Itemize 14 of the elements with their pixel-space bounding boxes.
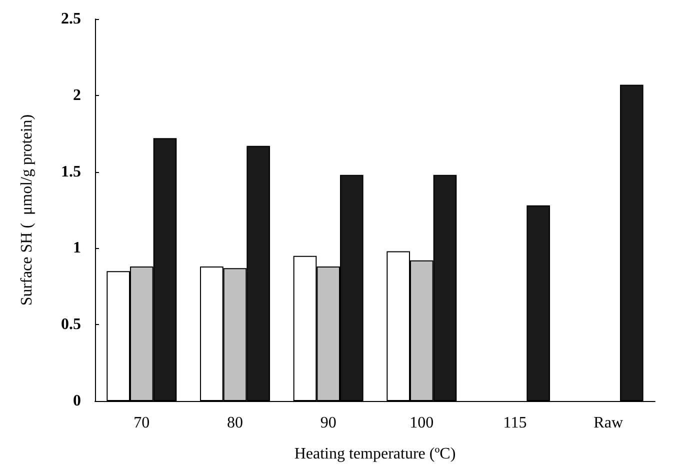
x-tick-label: 90 — [320, 414, 336, 432]
y-tick-label: 0.5 — [61, 316, 81, 334]
y-tick-label: 1.5 — [61, 163, 81, 180]
x-tick-label: 115 — [503, 414, 527, 432]
x-axis-title: Heating temperature (ºC) — [294, 446, 456, 462]
y-tick-label: 1 — [73, 240, 81, 257]
y-tick-label: 2.5 — [61, 10, 81, 28]
x-tick-label: 70 — [134, 414, 150, 432]
y-tick-label: 0 — [73, 392, 81, 410]
x-tick-label: Raw — [594, 414, 624, 432]
y-axis-title: Surface SH ( μmol/g protein) — [18, 114, 36, 306]
x-tick-label: 100 — [410, 414, 434, 432]
x-tick-label: 80 — [227, 414, 243, 432]
y-tick-label: 2 — [73, 86, 81, 104]
